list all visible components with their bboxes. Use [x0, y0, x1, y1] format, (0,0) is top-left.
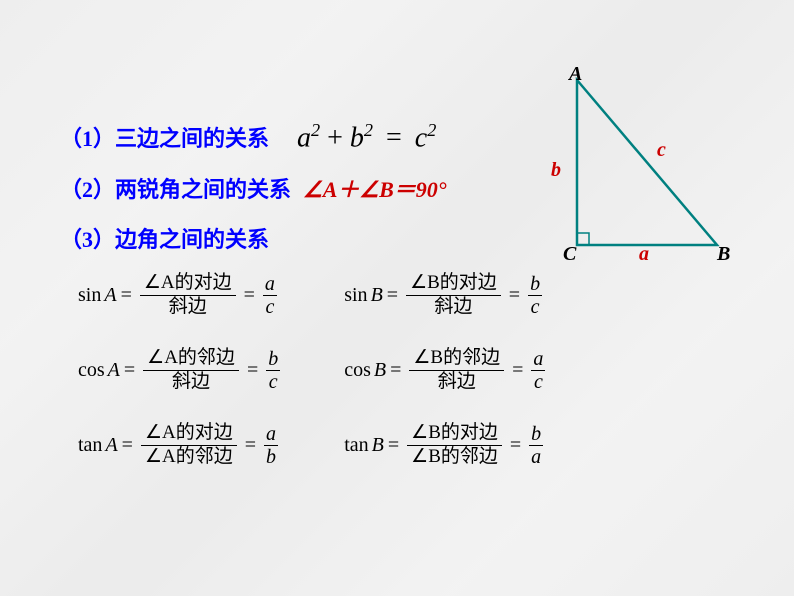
col-A: sinA = ∠A的对边斜边 = ac cosA = ∠A的邻边斜边 = bc … — [78, 272, 284, 468]
heading-1: （1）三边之间的关系 — [60, 121, 269, 153]
tanB-eq: tanB = ∠B的对边∠B的邻边 = ba — [344, 422, 549, 469]
sinA-eq: sinA = ∠A的对边斜边 = ac — [78, 272, 284, 319]
cosA-eq: cosA = ∠A的邻边斜边 = bc — [78, 347, 284, 394]
tanA-eq: tanA = ∠A的对边∠A的邻边 = ab — [78, 422, 284, 469]
heading-1-line: （1）三边之间的关系 a2 + b2 = c2 — [60, 120, 734, 154]
cosB-eq: cosB = ∠B的邻边斜边 = ac — [344, 347, 549, 394]
heading-2: （2）两锐角之间的关系 — [60, 172, 291, 204]
trig-formulas: sinA = ∠A的对边斜边 = ac cosA = ∠A的邻边斜边 = bc … — [60, 272, 734, 468]
heading-2-line: （2）两锐角之间的关系 ∠A＋∠B＝90° — [60, 172, 734, 204]
main-content: （1）三边之间的关系 a2 + b2 = c2 （2）两锐角之间的关系 ∠A＋∠… — [0, 0, 794, 489]
sinB-eq: sinB = ∠B的对边斜边 = bc — [344, 272, 549, 319]
heading-3: （3）边角之间的关系 — [60, 222, 269, 254]
angle-sum-formula: ∠A＋∠B＝90° — [303, 172, 447, 204]
pythagorean-formula: a2 + b2 = c2 — [297, 120, 436, 154]
col-B: sinB = ∠B的对边斜边 = bc cosB = ∠B的邻边斜边 = ac … — [344, 272, 549, 468]
heading-3-line: （3）边角之间的关系 — [60, 222, 734, 254]
